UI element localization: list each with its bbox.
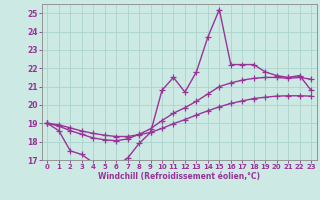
X-axis label: Windchill (Refroidissement éolien,°C): Windchill (Refroidissement éolien,°C)	[98, 172, 260, 181]
